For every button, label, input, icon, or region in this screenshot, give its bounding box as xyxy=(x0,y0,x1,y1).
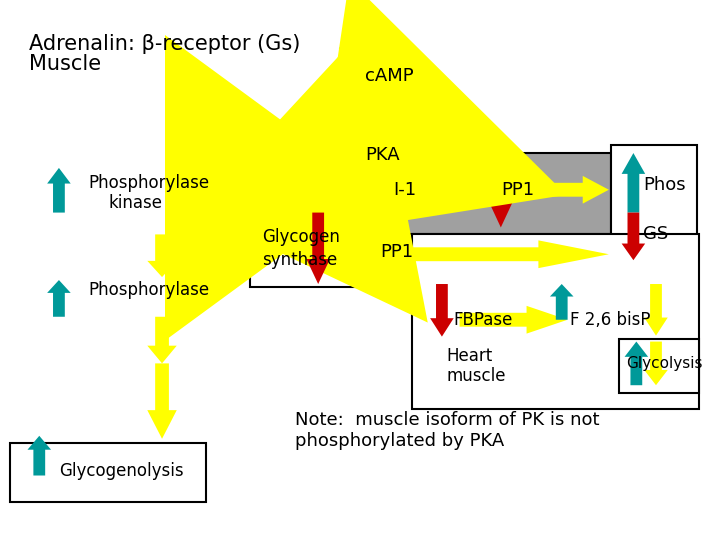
Polygon shape xyxy=(408,240,609,268)
Text: PP1: PP1 xyxy=(501,181,534,199)
Polygon shape xyxy=(47,168,71,213)
Bar xyxy=(343,153,611,234)
Polygon shape xyxy=(624,342,648,385)
Polygon shape xyxy=(339,128,364,151)
Polygon shape xyxy=(459,306,567,334)
Polygon shape xyxy=(430,284,454,336)
Polygon shape xyxy=(540,176,609,204)
Text: Phosphorylase: Phosphorylase xyxy=(89,174,210,192)
Polygon shape xyxy=(27,436,51,476)
Polygon shape xyxy=(307,213,330,284)
Polygon shape xyxy=(621,213,645,260)
Polygon shape xyxy=(366,155,390,231)
Text: I-1: I-1 xyxy=(393,181,416,199)
Polygon shape xyxy=(148,234,177,277)
Polygon shape xyxy=(148,363,177,439)
Text: Glycogenolysis: Glycogenolysis xyxy=(59,462,184,480)
Text: muscle: muscle xyxy=(447,367,506,385)
Text: Glycogen: Glycogen xyxy=(262,228,340,246)
Text: PKA: PKA xyxy=(365,146,400,164)
Text: FBPase: FBPase xyxy=(454,310,513,329)
Text: F 2,6 bisP: F 2,6 bisP xyxy=(570,310,650,329)
Polygon shape xyxy=(351,234,375,278)
Text: Muscle: Muscle xyxy=(30,54,102,74)
Bar xyxy=(618,339,699,393)
Text: PP1: PP1 xyxy=(380,243,413,261)
Text: Phos: Phos xyxy=(643,176,686,194)
Text: Heart: Heart xyxy=(447,347,493,366)
Text: cAMP: cAMP xyxy=(365,66,414,85)
Polygon shape xyxy=(644,342,667,385)
Text: kinase: kinase xyxy=(108,194,162,212)
Text: Adrenalin: β-receptor (Gs): Adrenalin: β-receptor (Gs) xyxy=(30,34,301,54)
Polygon shape xyxy=(186,263,251,291)
Polygon shape xyxy=(426,176,496,204)
Text: Note:  muscle isoform of PK is not
phosphorylated by PKA: Note: muscle isoform of PK is not phosph… xyxy=(294,411,599,450)
Text: Phosphorylase: Phosphorylase xyxy=(89,281,210,299)
Polygon shape xyxy=(47,280,71,317)
Polygon shape xyxy=(337,153,366,202)
Bar xyxy=(251,213,386,287)
Polygon shape xyxy=(489,155,513,227)
Bar xyxy=(413,234,699,409)
Polygon shape xyxy=(148,317,177,363)
Polygon shape xyxy=(339,34,364,76)
Text: Glycolysis: Glycolysis xyxy=(626,356,703,371)
Text: GS: GS xyxy=(643,225,668,244)
Polygon shape xyxy=(644,284,667,335)
Bar xyxy=(10,443,206,502)
Polygon shape xyxy=(621,153,645,213)
Polygon shape xyxy=(550,284,574,320)
Text: synthase: synthase xyxy=(262,251,338,269)
Bar xyxy=(611,145,697,262)
Polygon shape xyxy=(337,77,366,128)
